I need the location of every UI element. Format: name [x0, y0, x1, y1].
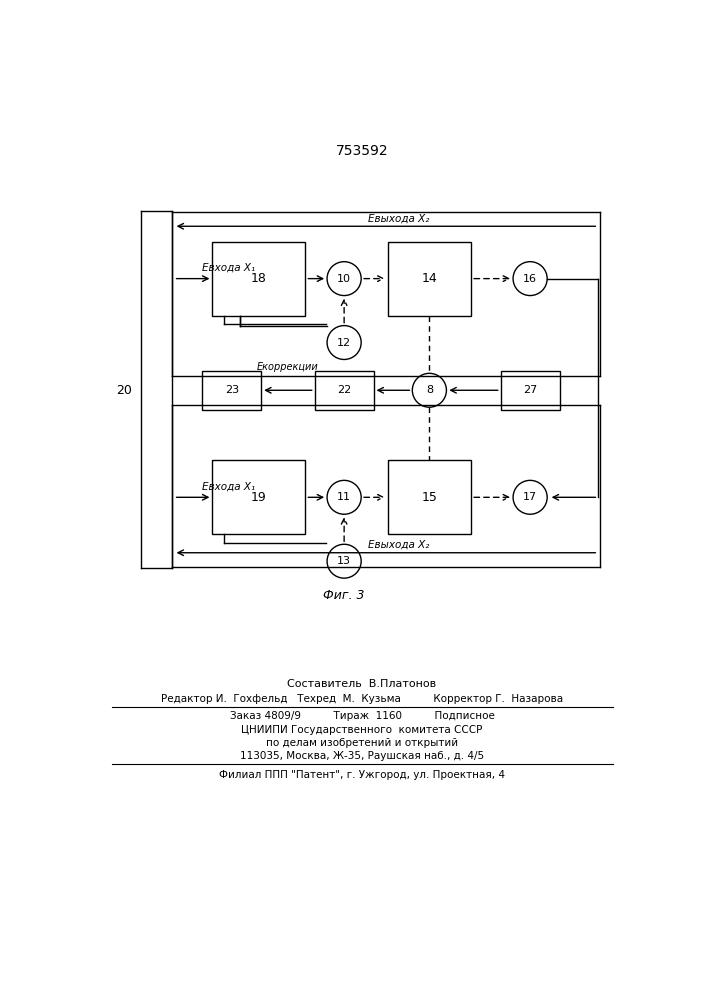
Text: Евыхода X₂: Евыхода X₂: [368, 214, 429, 224]
Text: 17: 17: [523, 492, 537, 502]
Text: 19: 19: [251, 491, 267, 504]
Text: 20: 20: [116, 384, 132, 397]
Circle shape: [327, 262, 361, 296]
Bar: [387, 242, 472, 316]
Text: Составитель  В.Платонов: Составитель В.Платонов: [287, 679, 436, 689]
Circle shape: [513, 262, 547, 296]
Circle shape: [412, 373, 446, 407]
Text: 753592: 753592: [336, 144, 388, 158]
Text: 27: 27: [523, 385, 537, 395]
Text: 14: 14: [421, 272, 437, 285]
Text: по делам изобретений и открытий: по делам изобретений и открытий: [266, 738, 458, 748]
Circle shape: [327, 480, 361, 514]
Text: 16: 16: [523, 274, 537, 284]
Bar: [202, 371, 261, 410]
Bar: [387, 460, 472, 534]
Text: Фиг. 3: Фиг. 3: [323, 589, 365, 602]
Bar: [212, 460, 305, 534]
Text: Редактор И.  Гохфельд   Техред  М.  Кузьма          Корректор Г.  Назарова: Редактор И. Гохфельд Техред М. Кузьма Ко…: [161, 694, 563, 704]
Bar: [212, 242, 305, 316]
Text: ЦНИИПИ Государственного  комитета СССР: ЦНИИПИ Государственного комитета СССР: [241, 725, 483, 735]
Text: Евхода X₁: Евхода X₁: [202, 263, 255, 273]
Circle shape: [513, 480, 547, 514]
Text: 13: 13: [337, 556, 351, 566]
Text: 15: 15: [421, 491, 438, 504]
Text: Филиал ППП "Патент", г. Ужгород, ул. Проектная, 4: Филиал ППП "Патент", г. Ужгород, ул. Про…: [219, 770, 505, 780]
Text: Заказ 4809/9          Тираж  1160          Подписное: Заказ 4809/9 Тираж 1160 Подписное: [230, 711, 494, 721]
Text: Евхода X₁: Евхода X₁: [202, 482, 255, 492]
Text: 23: 23: [225, 385, 239, 395]
Bar: [315, 371, 373, 410]
Text: 18: 18: [251, 272, 267, 285]
Text: 113035, Москва, Ж-35, Раушская наб., д. 4/5: 113035, Москва, Ж-35, Раушская наб., д. …: [240, 751, 484, 761]
Text: Евыхода X₂: Евыхода X₂: [368, 540, 429, 550]
Text: 11: 11: [337, 492, 351, 502]
Text: 12: 12: [337, 338, 351, 348]
Text: 8: 8: [426, 385, 433, 395]
Text: 22: 22: [337, 385, 351, 395]
Text: 10: 10: [337, 274, 351, 284]
Circle shape: [327, 544, 361, 578]
Text: Екоррекции: Екоррекции: [257, 362, 319, 372]
Bar: [501, 371, 559, 410]
Circle shape: [327, 326, 361, 359]
